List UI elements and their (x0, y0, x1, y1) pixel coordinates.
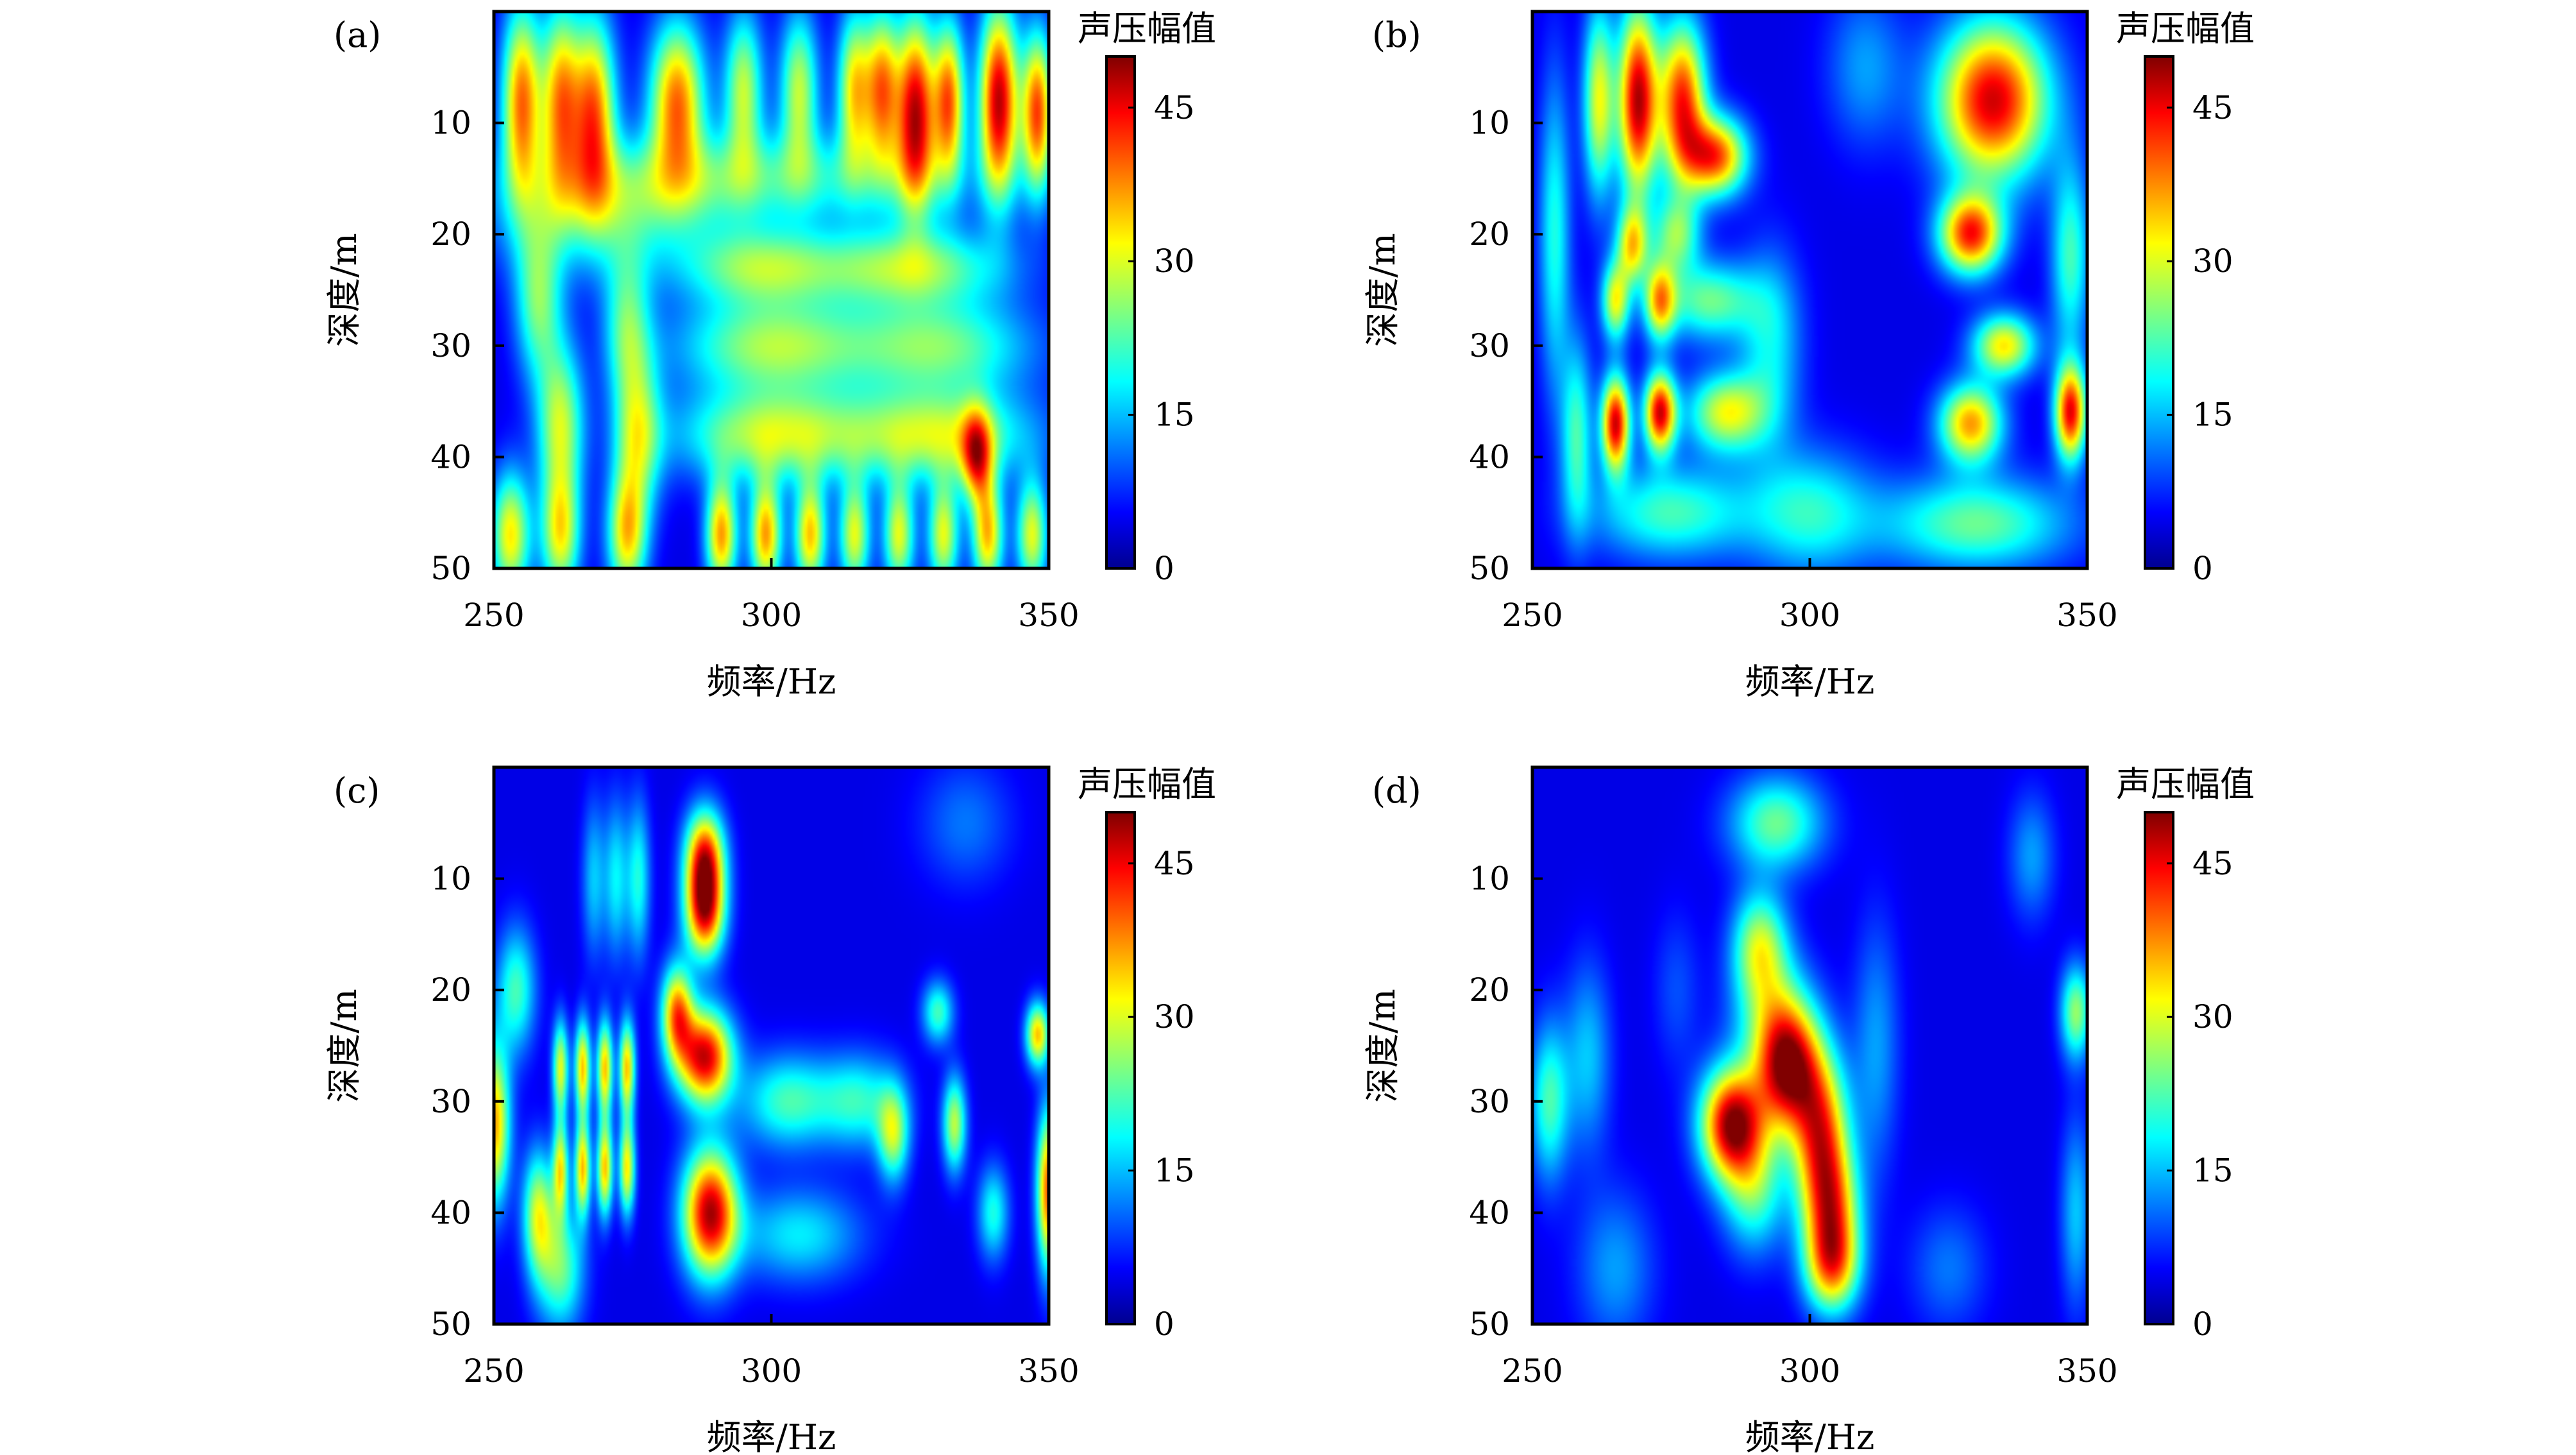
panel-a: 250 300 350 10 20 30 40 50 频率/Hz 深度/m (a) 0 15 30 45 声压… (324, 8, 1216, 702)
x-tick-label: 300 (1779, 597, 1840, 634)
colorbar-tick-label: 30 (2192, 998, 2233, 1035)
colorbar-tick-label: 30 (2192, 242, 2233, 280)
colorbar-tick-label: 45 (2192, 89, 2233, 126)
colorbar-tick-label: 0 (2192, 550, 2213, 587)
x-tick-label: 350 (2056, 597, 2117, 634)
x-tick-label: 250 (1502, 597, 1563, 634)
panel-label: (a) (334, 15, 381, 55)
y-tick-label: 40 (430, 438, 471, 475)
y-tick-label: 30 (1469, 327, 1510, 364)
y-tick-label: 50 (1469, 1306, 1510, 1343)
panel-d: 250 300 350 10 20 30 40 50 频率/Hz 深度/m (d) 0 15 30 45 声压… (1362, 764, 2255, 1455)
colorbar-tick-label: 15 (1154, 1152, 1195, 1189)
y-tick-label: 10 (430, 860, 471, 898)
x-tick-label: 300 (741, 597, 802, 634)
colorbar-tick-label: 30 (1154, 242, 1195, 280)
y-tick-label: 10 (1469, 105, 1510, 142)
y-axis-label: 深度/m (1362, 233, 1403, 346)
colorbar-tick-label: 45 (1154, 845, 1195, 882)
y-tick-label: 20 (1469, 216, 1510, 253)
y-tick-label: 30 (1469, 1083, 1510, 1120)
y-tick-label: 30 (430, 1083, 471, 1120)
y-tick-label: 10 (430, 105, 471, 142)
y-tick-label: 10 (1469, 860, 1510, 898)
heatmap-image (1532, 12, 2087, 568)
y-axis-label: 深度/m (324, 989, 364, 1102)
y-tick-label: 50 (1469, 550, 1510, 587)
x-tick-label: 350 (2056, 1352, 2117, 1390)
y-tick-label: 30 (430, 327, 471, 364)
panel-b: 250 300 350 10 20 30 40 50 频率/Hz 深度/m (b) 0 15 30 45 声压… (1362, 8, 2255, 702)
colorbar (1105, 811, 1136, 1325)
colorbar-label: 声压幅值 (1078, 764, 1216, 804)
y-tick-label: 40 (430, 1194, 471, 1231)
panel-label: (c) (334, 770, 380, 811)
colorbar-tick-label: 15 (2192, 396, 2233, 434)
y-tick-label: 50 (430, 1306, 471, 1343)
x-tick-label: 300 (1779, 1352, 1840, 1390)
colorbar-tick-label: 30 (1154, 998, 1195, 1035)
colorbar (1105, 55, 1136, 570)
x-tick-label: 250 (463, 1352, 524, 1390)
colorbar-tick-label: 0 (1154, 1306, 1174, 1343)
y-tick-label: 20 (1469, 971, 1510, 1008)
colorbar-tick-label: 15 (2192, 1152, 2233, 1189)
y-axis-label: 深度/m (324, 233, 364, 346)
x-tick-label: 350 (1018, 1352, 1079, 1390)
colorbar-tick-label: 45 (2192, 845, 2233, 882)
y-tick-label: 40 (1469, 1194, 1510, 1231)
x-tick-label: 350 (1018, 597, 1079, 634)
x-axis-label: 频率/Hz (1745, 661, 1875, 702)
colorbar-label: 声压幅值 (2116, 764, 2255, 804)
colorbar-label: 声压幅值 (2116, 8, 2255, 49)
x-tick-label: 250 (1502, 1352, 1563, 1390)
colorbar-tick-label: 45 (1154, 89, 1195, 126)
colorbar-tick-label: 0 (2192, 1306, 2213, 1343)
y-tick-label: 20 (430, 971, 471, 1008)
x-tick-label: 300 (741, 1352, 802, 1390)
heatmap-image (494, 12, 1049, 568)
x-axis-label: 频率/Hz (1745, 1417, 1875, 1455)
colorbar-tick-label: 15 (1154, 396, 1195, 434)
y-tick-label: 40 (1469, 438, 1510, 475)
colorbar (2144, 55, 2174, 570)
panel-label: (d) (1372, 770, 1421, 811)
x-tick-label: 250 (463, 597, 524, 634)
colorbar-label: 声压幅值 (1078, 8, 1216, 49)
colorbar (2144, 811, 2174, 1325)
y-tick-label: 50 (430, 550, 471, 587)
y-axis-label: 深度/m (1362, 989, 1403, 1102)
x-axis-label: 频率/Hz (707, 661, 836, 702)
heatmap-image (1532, 767, 2087, 1324)
panel-label: (b) (1372, 15, 1421, 55)
x-axis-label: 频率/Hz (707, 1417, 836, 1455)
heatmap-image (494, 767, 1049, 1324)
colorbar-tick-label: 0 (1154, 550, 1174, 587)
y-tick-label: 20 (430, 216, 471, 253)
panel-c: 250 300 350 10 20 30 40 50 频率/Hz 深度/m (c) 0 15 30 45 声压… (324, 764, 1216, 1455)
